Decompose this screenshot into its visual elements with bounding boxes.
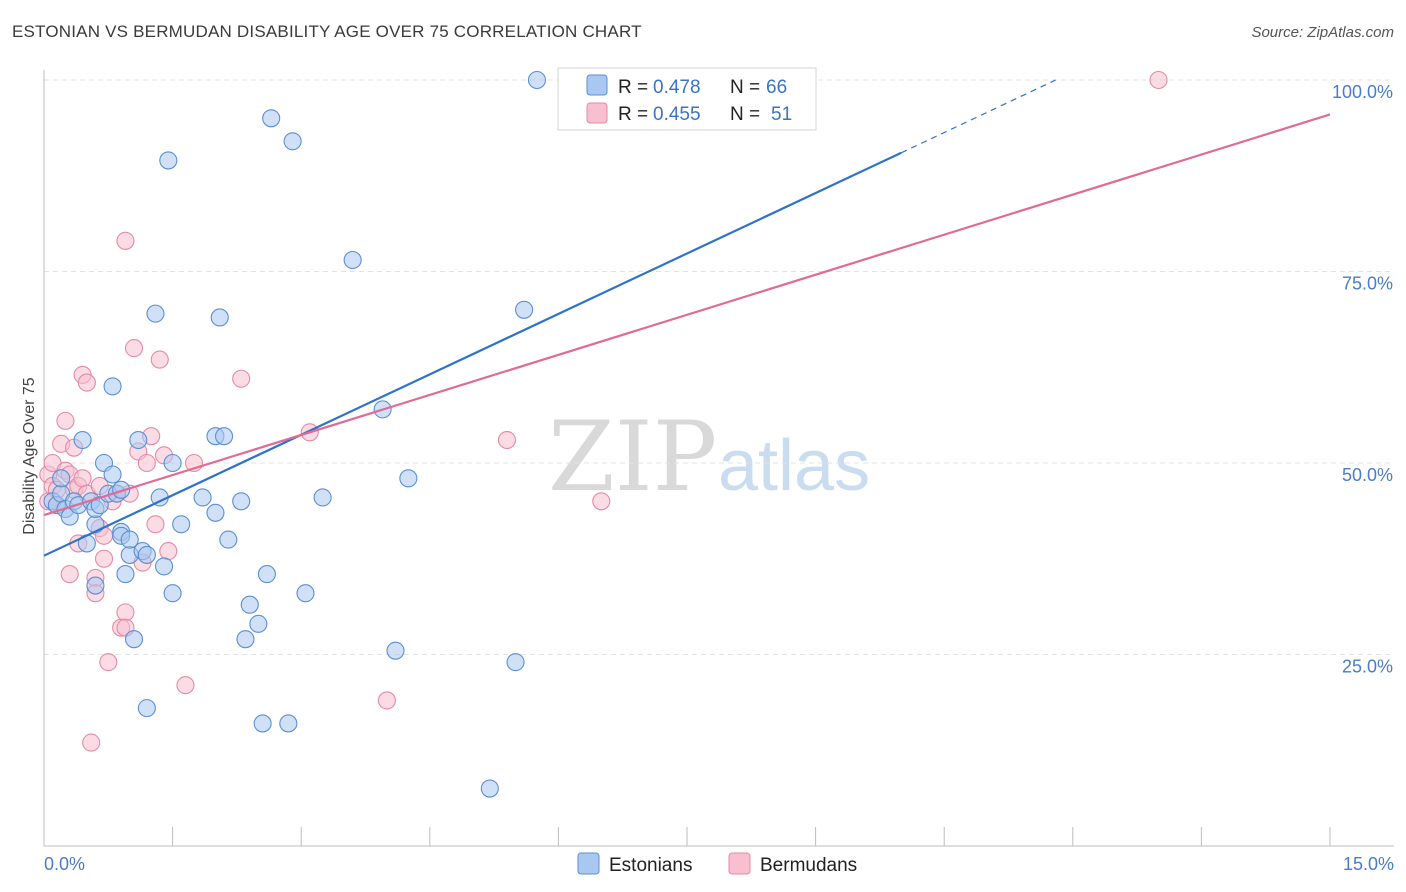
bermudans-point-48 — [497, 430, 517, 450]
estonians-point-57 — [386, 641, 405, 660]
y-axis-label: Disability Age Over 75 — [21, 377, 38, 535]
bermudans-point-47 — [377, 691, 396, 710]
bermudans-point-42 — [159, 542, 178, 561]
bermudans-point-34 — [124, 339, 144, 358]
bottom-legend-swatch-bermudans — [728, 852, 751, 875]
watermark-zip: ZIP — [548, 401, 717, 513]
y-tick-label-75: 75.0% — [1342, 274, 1393, 294]
trend-line-bermudans — [43, 113, 1331, 517]
estonians-point-43 — [219, 530, 238, 549]
chart-title: ESTONIAN VS BERMUDAN DISABILITY AGE OVER… — [12, 22, 642, 41]
bottom-legend-label-bermudans: Bermudans — [760, 855, 857, 876]
watermark-atlas: atlas — [718, 426, 870, 506]
x-ticks — [43, 827, 1331, 846]
bermudans-point-39 — [146, 515, 165, 534]
estonians-point-33 — [154, 557, 174, 576]
chart-source: Source: ZipAtlas.com — [1251, 24, 1394, 41]
estonians-point-62 — [527, 70, 547, 90]
bermudans-point-8 — [56, 411, 75, 430]
estonians-point-45 — [236, 630, 255, 649]
estonians-point-53 — [296, 584, 315, 603]
estonians-point-48 — [253, 714, 272, 733]
estonians-point-26 — [124, 630, 144, 649]
bermudans-point-31 — [116, 231, 135, 250]
series-legend: Estonians Bermudans — [577, 852, 857, 876]
estonians-point-35 — [163, 453, 182, 473]
y-tick-label-50: 50.0% — [1342, 465, 1393, 485]
bermudans-point-26 — [99, 653, 118, 672]
stats-legend: R = 0.478 N = 66 R = 0.455 N = 51 — [557, 67, 817, 131]
bermudans-point-40 — [150, 350, 169, 369]
estonians-point-54 — [313, 488, 332, 507]
legend-n-value-bermudans: 51 — [771, 104, 792, 125]
legend-n-value-estonians: 66 — [766, 77, 787, 98]
trend-lines — [43, 79, 1331, 557]
bermudans-point-43 — [176, 676, 195, 695]
bermudans-point-49 — [592, 492, 611, 511]
y-tick-label-25: 25.0% — [1342, 657, 1393, 677]
x-tick-label-right: 15.0% — [1343, 854, 1394, 874]
estonians-point-46 — [240, 595, 259, 614]
estonians-point-36 — [163, 584, 182, 603]
estonians-point-55 — [343, 250, 362, 270]
estonians-point-34 — [159, 151, 178, 170]
estonians-point-47 — [249, 614, 268, 633]
estonians-point-29 — [137, 545, 156, 564]
estonians-point-17 — [103, 465, 122, 484]
estonians-point-59 — [480, 779, 499, 798]
gridlines — [44, 79, 1394, 655]
y-tick-label-100: 100.0% — [1332, 82, 1393, 102]
bermudans-point-45 — [232, 369, 251, 388]
estonians-point-42 — [214, 427, 234, 446]
bermudans-point-10 — [60, 565, 79, 584]
legend-r-label-bermudans: R = — [618, 104, 648, 125]
estonians-point-4 — [52, 469, 71, 488]
estonians-point-18 — [103, 377, 122, 396]
estonians-point-37 — [172, 515, 191, 534]
estonians-point-25 — [120, 530, 139, 549]
estonians-point-44 — [232, 492, 251, 511]
estonians-point-20 — [112, 480, 131, 499]
legend-n-label-bermudans: N = — [730, 104, 760, 125]
bermudans-point-37 — [137, 453, 156, 473]
bermudans-point-16 — [73, 469, 92, 488]
legend-swatch-bermudans — [586, 102, 608, 124]
y-tick-labels: 25.0% 50.0% 75.0% 100.0% — [1332, 82, 1393, 677]
bermudans-point-18 — [77, 373, 96, 392]
legend-swatch-estonians — [586, 74, 608, 96]
estonians-point-30 — [137, 699, 156, 718]
legend-r-value-estonians: 0.478 — [653, 77, 701, 98]
estonians-point-60 — [506, 653, 525, 672]
estonians-point-31 — [146, 304, 165, 323]
estonians-point-27 — [129, 430, 148, 450]
bermudans-point-50 — [1149, 70, 1168, 90]
bermudans-point-19 — [82, 733, 101, 752]
estonians-point-8 — [73, 430, 92, 450]
estonians-point-49 — [257, 565, 276, 584]
bottom-legend-swatch-estonians — [577, 852, 600, 875]
bermudans-point-29 — [116, 603, 135, 622]
bottom-legend-label-estonians: Estonians — [609, 855, 692, 876]
estonians-point-58 — [399, 469, 418, 488]
legend-r-label-estonians: R = — [618, 77, 648, 98]
estonians-point-12 — [86, 515, 105, 534]
series-estonians-points — [43, 70, 748, 798]
estonians-point-38 — [193, 488, 212, 507]
estonians-point-23 — [116, 565, 135, 584]
trend-line-estonians — [43, 151, 902, 557]
estonians-point-39 — [206, 503, 225, 522]
estonians-point-51 — [279, 714, 298, 733]
legend-r-value-bermudans: 0.455 — [653, 104, 701, 125]
estonians-point-41 — [210, 308, 229, 327]
estonians-point-50 — [262, 109, 281, 128]
trend-line-estonians-extension — [901, 79, 1056, 154]
estonians-point-61 — [515, 300, 534, 319]
x-tick-label-left: 0.0% — [44, 854, 85, 874]
bermudans-point-24 — [94, 549, 114, 568]
estonians-point-52 — [283, 132, 302, 151]
legend-n-label-estonians: N = — [730, 77, 760, 98]
estonians-point-11 — [86, 576, 105, 595]
